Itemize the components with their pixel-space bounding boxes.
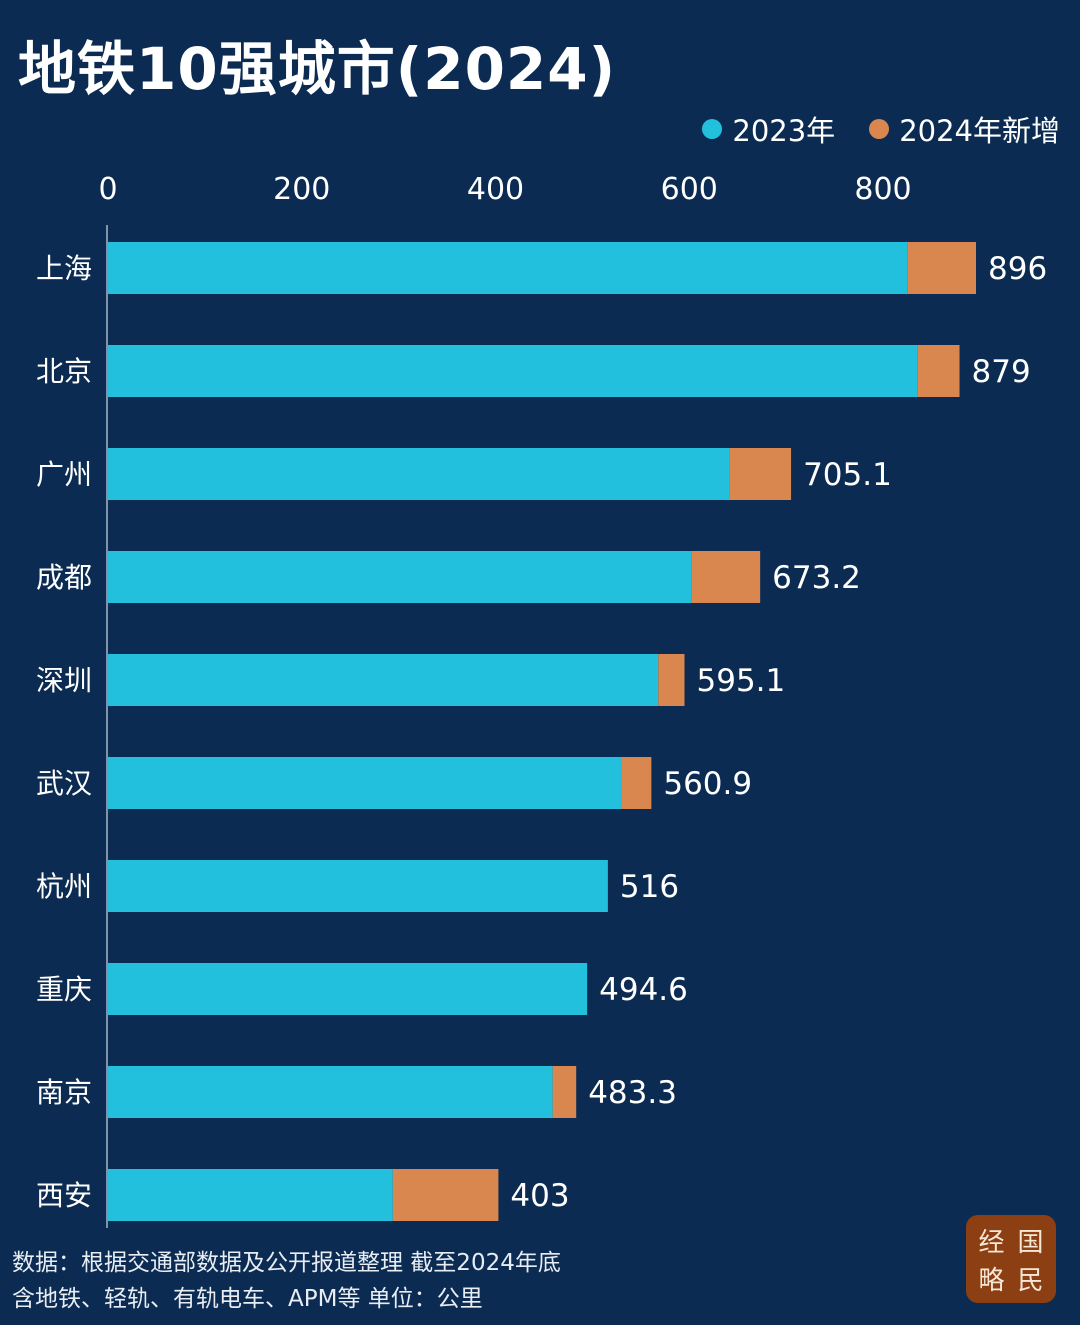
bar-2024-new [552, 1066, 577, 1118]
data-label: 896 [988, 251, 1047, 287]
category-label: 北京 [36, 355, 92, 388]
data-label: 595.1 [697, 663, 786, 699]
category-label: 成都 [36, 561, 92, 594]
data-label: 879 [972, 354, 1031, 390]
bar-2024-new [621, 757, 652, 809]
data-label: 673.2 [772, 560, 861, 596]
data-label: 705.1 [803, 457, 892, 493]
logo-char: 经 [978, 1227, 1005, 1258]
legend-swatch [702, 119, 723, 139]
category-label: 重庆 [36, 973, 92, 1006]
legend-label: 2023年 [732, 114, 836, 148]
data-label: 560.9 [663, 766, 752, 802]
unit-note: 含地铁、轻轨、有轨电车、APM等 单位：公里 [12, 1286, 483, 1312]
category-label: 广州 [36, 458, 92, 491]
legend: 2023年 2024年新增 [702, 108, 1060, 150]
bar-2023 [108, 345, 918, 397]
legend-item-2023: 2023年 [702, 108, 835, 150]
bar-2024-new [917, 345, 960, 397]
legend-swatch [869, 119, 890, 139]
bar-2023 [108, 963, 588, 1015]
footer-note: 数据：根据交通部数据及公开报道整理 截至2024年底 含地铁、轻轨、有轨电车、A… [12, 1245, 561, 1317]
x-tick-label: 400 [467, 172, 524, 207]
bar-2023 [108, 1169, 393, 1221]
category-label: 西安 [36, 1179, 92, 1212]
bar-2023 [108, 1066, 553, 1118]
category-label: 杭州 [36, 870, 92, 903]
bar-2023 [108, 757, 622, 809]
category-label: 上海 [36, 252, 92, 285]
data-label: 516 [620, 869, 679, 905]
bar-2023 [108, 551, 692, 603]
bar-2023 [108, 242, 908, 294]
category-label: 深圳 [36, 664, 92, 697]
x-tick-label: 600 [661, 172, 718, 207]
bar-2023 [108, 654, 659, 706]
chart-title: 地铁10强城市(2024) [18, 35, 617, 103]
source-note: 数据：根据交通部数据及公开报道整理 截至2024年底 [12, 1250, 561, 1276]
logo-char: 略 [978, 1265, 1005, 1296]
category-label: 南京 [36, 1076, 92, 1109]
bar-2024-new [392, 1169, 499, 1221]
bar-2024-new [658, 654, 685, 706]
x-tick-label: 0 [98, 172, 117, 207]
logo-char: 国 [1017, 1227, 1044, 1258]
category-label: 武汉 [36, 767, 92, 800]
bar-2024-new [907, 242, 976, 294]
legend-item-2024: 2024年新增 [869, 108, 1060, 150]
bar-2024-new [729, 448, 792, 500]
data-label: 494.6 [599, 972, 688, 1008]
x-tick-label: 200 [273, 172, 330, 207]
bar-2023 [108, 860, 608, 912]
legend-label: 2024年新增 [899, 114, 1060, 148]
bar-2023 [108, 448, 730, 500]
x-tick-label: 800 [854, 172, 911, 207]
logo-char: 民 [1017, 1265, 1044, 1296]
brand-logo: 经 国 略 民 [966, 1215, 1056, 1303]
bar-2024-new [691, 551, 761, 603]
data-label: 403 [510, 1178, 569, 1214]
data-label: 483.3 [588, 1075, 677, 1111]
